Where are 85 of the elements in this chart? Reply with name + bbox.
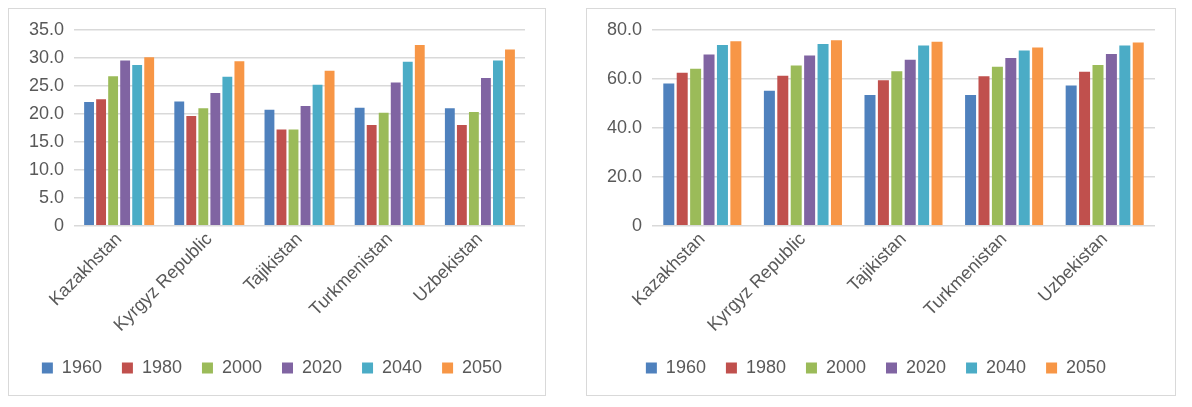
bar <box>210 93 221 226</box>
bar <box>877 80 889 226</box>
legend-label: 1960 <box>61 356 102 377</box>
bar <box>804 55 816 226</box>
bar <box>222 76 233 226</box>
bar <box>312 84 323 226</box>
bar <box>1132 42 1144 226</box>
y-tick-label: 0 <box>54 214 65 235</box>
bar <box>790 65 802 226</box>
bar <box>1065 85 1077 226</box>
bar <box>390 82 401 226</box>
legend-label: 2020 <box>906 356 947 377</box>
y-tick-label: 10.0 <box>28 158 65 179</box>
bar <box>1079 71 1091 226</box>
bar <box>1032 47 1044 226</box>
bar <box>480 77 491 226</box>
bar <box>108 76 119 226</box>
bar <box>891 71 903 226</box>
y-tick-label: 30.0 <box>28 46 65 67</box>
y-tick-label: 40.0 <box>606 116 643 137</box>
bar <box>264 109 275 226</box>
bar <box>1005 57 1017 226</box>
bar <box>402 61 413 226</box>
bar <box>965 94 977 226</box>
bar <box>324 70 335 226</box>
bar <box>456 124 467 226</box>
bar <box>663 83 675 226</box>
bar <box>817 44 829 226</box>
bar <box>777 75 789 226</box>
bar <box>96 99 107 226</box>
bar <box>505 49 515 226</box>
y-tick-label: 60.0 <box>606 67 643 88</box>
y-tick-label: 5.0 <box>39 186 65 207</box>
bar <box>864 94 876 226</box>
bar <box>931 41 943 226</box>
bar <box>763 90 775 226</box>
bar <box>132 65 143 226</box>
bar <box>234 61 245 226</box>
bar <box>991 66 1003 226</box>
bar <box>414 44 425 226</box>
bar <box>174 101 185 226</box>
legend-label: 2040 <box>382 356 423 377</box>
bar <box>120 60 131 226</box>
y-tick-label: 20.0 <box>606 165 643 186</box>
y-tick-label: 35.0 <box>28 18 65 39</box>
bar <box>830 40 842 226</box>
bar <box>186 116 197 226</box>
bar <box>703 54 715 226</box>
bar <box>918 45 930 226</box>
bar <box>288 129 299 226</box>
legend-label: 2000 <box>825 356 866 377</box>
bar <box>144 57 155 226</box>
legend-label: 2050 <box>462 356 503 377</box>
bar <box>690 68 702 226</box>
bar <box>276 129 287 226</box>
y-tick-label: 80.0 <box>606 18 643 39</box>
bar <box>468 112 479 226</box>
bar <box>378 112 389 226</box>
bar <box>904 59 916 226</box>
legend-label: 2000 <box>221 356 262 377</box>
bar <box>493 60 503 226</box>
bar <box>300 105 311 226</box>
y-tick-label: 25.0 <box>28 74 65 95</box>
bar <box>84 102 94 226</box>
legend-label: 1980 <box>745 356 786 377</box>
bar <box>978 76 990 226</box>
legend-label: 2040 <box>986 356 1027 377</box>
bar <box>730 41 742 226</box>
legend-label: 2050 <box>1066 356 1107 377</box>
legend-label: 1960 <box>665 356 706 377</box>
legend-label: 2020 <box>302 356 343 377</box>
bar <box>1092 65 1104 226</box>
bar <box>716 44 728 226</box>
bar <box>354 107 365 226</box>
y-tick-label: 20.0 <box>28 102 65 123</box>
y-tick-label: 0 <box>632 214 643 235</box>
bar <box>198 108 209 226</box>
bar <box>676 72 688 226</box>
bar <box>1105 54 1117 226</box>
legend-label: 1980 <box>141 356 182 377</box>
bar <box>444 108 455 226</box>
bar <box>366 124 377 226</box>
y-tick-label: 15.0 <box>28 130 65 151</box>
bar <box>1018 50 1030 226</box>
bar <box>1119 45 1131 226</box>
